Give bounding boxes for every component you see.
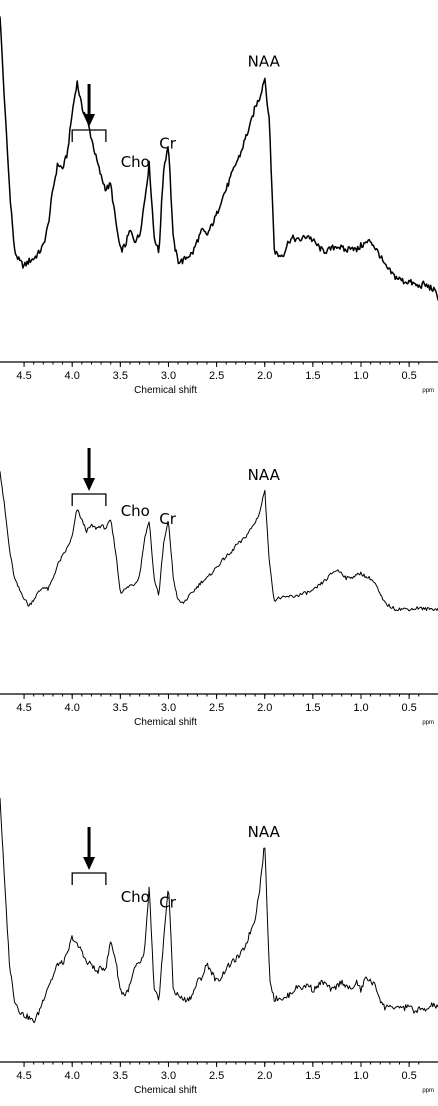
arrow-head-icon: [83, 478, 96, 491]
x-axis-label: Chemical shift: [134, 717, 197, 728]
x-tick-label: 1.0: [353, 370, 368, 382]
unit-label: ppm: [422, 1088, 434, 1094]
peak-label-cho: Cho: [121, 888, 150, 906]
x-tick-label: 2.5: [209, 370, 224, 382]
unit-label: ppm: [422, 720, 434, 726]
x-tick-label: 4.5: [16, 370, 31, 382]
region-bracket: [71, 872, 107, 885]
spectrum-line: [0, 16, 438, 301]
x-tick-label: 1.5: [305, 370, 320, 382]
x-tick-label: 3.5: [113, 1070, 128, 1082]
region-bracket: [71, 129, 107, 142]
x-tick-label: 0.5: [401, 370, 416, 382]
spectrum-panel-1: Chemical shift ppm NAA Cr Cho 4.5 4.0 3.5 3…: [0, 16, 438, 396]
peak-label-cr: Cr: [159, 510, 176, 528]
x-tick-label: 4.0: [65, 702, 80, 714]
peak-label-cho: Cho: [121, 153, 150, 171]
peak-label-cr: Cr: [159, 135, 176, 153]
x-tick-label: 0.5: [401, 1070, 416, 1082]
x-tick-label: 1.0: [353, 702, 368, 714]
x-tick-label: 3.5: [113, 370, 128, 382]
x-tick-label: 1.5: [305, 702, 320, 714]
x-tick-label: 4.5: [16, 1070, 31, 1082]
x-tick-label: 2.5: [209, 1070, 224, 1082]
x-tick-label: 1.5: [305, 1070, 320, 1082]
spectrum-line: [0, 797, 438, 1024]
peak-label-naa: NAA: [248, 466, 281, 484]
x-axis-label: Chemical shift: [134, 1085, 197, 1096]
x-axis-label: Chemical shift: [134, 385, 197, 396]
spectrum-panel-2: Chemical shift ppm NAA Cr Cho 4.5 4.0 3.5 3…: [0, 448, 438, 728]
x-tick-label: 4.0: [65, 370, 80, 382]
peak-label-naa: NAA: [248, 53, 281, 71]
x-tick-label: 3.5: [113, 702, 128, 714]
x-tick-label: 3.0: [161, 702, 176, 714]
peak-label-cr: Cr: [159, 894, 176, 912]
region-bracket: [71, 493, 107, 506]
arrow-head-icon: [83, 114, 96, 127]
arrow-head-icon: [83, 857, 96, 870]
x-tick-label: 1.0: [353, 1070, 368, 1082]
peak-label-naa: NAA: [248, 823, 281, 841]
x-tick-label: 3.0: [161, 1070, 176, 1082]
x-tick-label: 2.0: [257, 1070, 272, 1082]
x-tick-label: 4.5: [16, 702, 31, 714]
unit-label: ppm: [422, 388, 434, 394]
x-tick-label: 0.5: [401, 702, 416, 714]
spectrum-line: [0, 471, 438, 612]
x-tick-label: 2.0: [257, 702, 272, 714]
x-tick-label: 2.0: [257, 370, 272, 382]
x-tick-label: 3.0: [161, 370, 176, 382]
spectrum-panel-3: Chemical shift ppm NAA Cr Cho 4.5 4.0 3.5 3…: [0, 797, 438, 1096]
x-tick-label: 4.0: [65, 1070, 80, 1082]
peak-label-cho: Cho: [121, 502, 150, 520]
x-tick-label: 2.5: [209, 702, 224, 714]
